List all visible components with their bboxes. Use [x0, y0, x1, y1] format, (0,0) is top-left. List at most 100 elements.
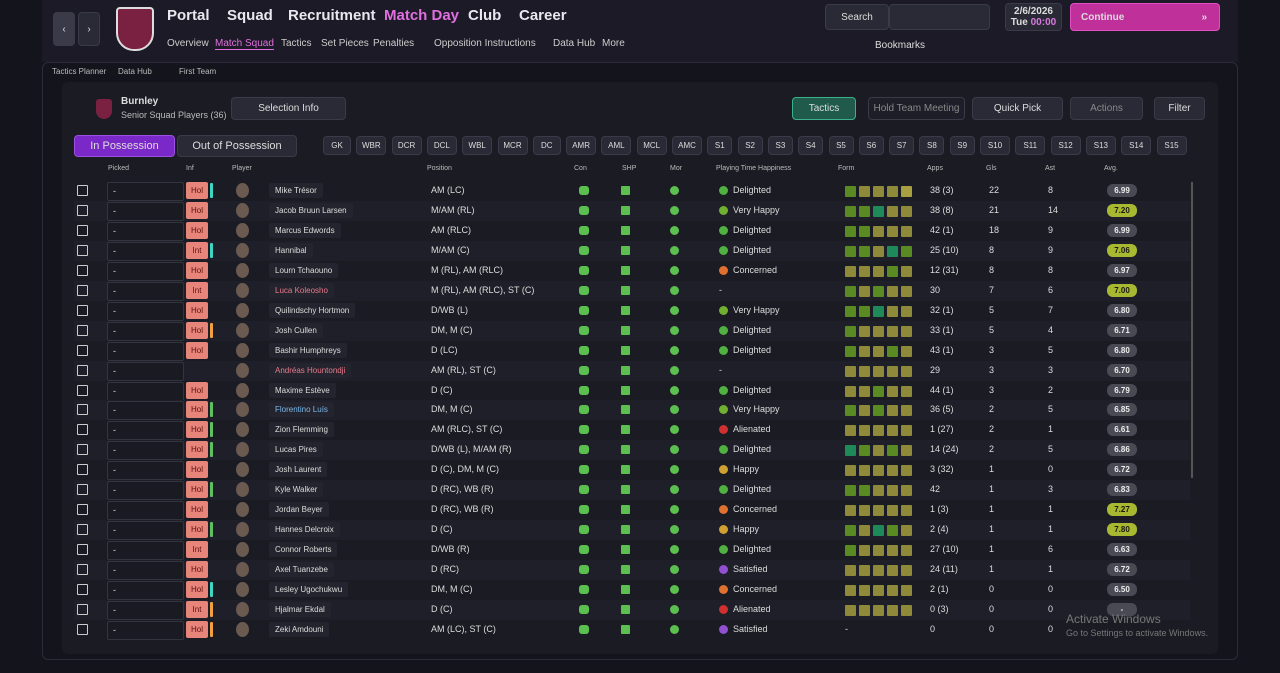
player-name-box[interactable]: Hjalmar Ekdal — [269, 601, 331, 617]
actions[interactable]: Actions — [1070, 97, 1143, 120]
sub-nav-item[interactable]: Opposition Instructions — [434, 38, 536, 49]
picked-select[interactable]: - — [107, 182, 184, 201]
picked-select[interactable]: - — [107, 561, 184, 581]
nav-item[interactable]: Portal — [167, 7, 210, 24]
position-button[interactable]: S6 — [858, 136, 884, 155]
picked-select[interactable]: - — [107, 401, 184, 421]
player-name-box[interactable]: Quilindschy Hortmon — [269, 302, 356, 318]
position-button[interactable]: DC — [532, 136, 561, 155]
selection-info[interactable]: Selection Info — [231, 97, 346, 120]
position-button[interactable]: S3 — [767, 136, 793, 155]
sub-nav-item[interactable]: Tactics — [281, 38, 312, 49]
picked-select[interactable]: - — [107, 481, 184, 501]
picked-select[interactable]: - — [107, 381, 184, 401]
position-button[interactable]: WBL — [462, 136, 493, 155]
breadcrumb[interactable]: Data Hub — [118, 67, 152, 76]
player-name-box[interactable]: Andréas Hountondji — [269, 362, 352, 378]
squad-row[interactable]: - Hol Zion Flemming AM (RLC), ST (C) Alienat… — [74, 420, 1190, 441]
picked-select[interactable]: - — [107, 301, 184, 321]
continue-button[interactable]: Continue» — [1070, 3, 1220, 31]
squad-row[interactable]: - Int Luca Koleosho M (RL), AM (RLC), ST (C… — [74, 280, 1190, 301]
picked-select[interactable]: - — [107, 281, 184, 301]
picked-select[interactable]: - — [107, 221, 184, 241]
player-name-box[interactable]: Lucas Pires — [269, 442, 323, 458]
squad-row[interactable]: - Int Hjalmar Ekdal D (C) Alienated 0 (3) 0 0 - — [74, 599, 1190, 620]
tab-in-possession[interactable]: In Possession — [74, 135, 175, 157]
squad-row[interactable]: - Hol Bashir Humphreys D (LC) Delighted 43 (1… — [74, 340, 1190, 361]
search-button[interactable]: Search — [825, 4, 889, 30]
sub-nav-item[interactable]: Overview — [167, 38, 209, 49]
player-name-box[interactable]: Luca Koleosho — [269, 282, 334, 298]
position-button[interactable]: DCR — [391, 136, 422, 155]
nav-item[interactable]: Club — [468, 7, 502, 24]
picked-select[interactable]: - — [107, 501, 184, 521]
position-button[interactable]: S13 — [1085, 136, 1116, 155]
tactics-button[interactable]: Tactics — [792, 97, 856, 120]
player-name-box[interactable]: Jordan Beyer — [269, 502, 329, 518]
squad-row[interactable]: - Hol Marcus Edwords AM (RLC) Delighted 42 (1… — [74, 220, 1190, 241]
picked-select[interactable]: - — [107, 361, 184, 381]
bookmarks[interactable]: Bookmarks — [875, 40, 926, 51]
back-button[interactable]: ‹ — [53, 12, 75, 46]
sub-nav-item[interactable]: More — [602, 38, 625, 49]
position-button[interactable]: AMC — [672, 136, 702, 155]
position-button[interactable]: S14 — [1121, 136, 1152, 155]
nav-item[interactable]: Match Day — [384, 7, 460, 24]
squad-row[interactable]: - Hol Axel Tuanzebe D (RC) Satisfied 24 (11) 1… — [74, 560, 1190, 581]
position-button[interactable]: S5 — [828, 136, 854, 155]
breadcrumb[interactable]: First Team — [179, 67, 217, 76]
picked-select[interactable]: - — [107, 321, 184, 341]
nav-item[interactable]: Career — [519, 7, 567, 24]
squad-row[interactable]: - Hol Quilindschy Hortmon D/WB (L) Very Happ… — [74, 300, 1190, 321]
tools[interactable] — [889, 4, 990, 30]
player-name-box[interactable]: Kyle Walker — [269, 482, 324, 498]
player-name-box[interactable]: Lourn Tchaouno — [269, 262, 339, 278]
position-button[interactable]: DCL — [426, 136, 457, 155]
player-name-box[interactable]: Hannibal — [269, 242, 313, 258]
squad-row[interactable]: - Hol Kyle Walker D (RC), WB (R) Delighted 42… — [74, 480, 1190, 501]
position-button[interactable]: S8 — [919, 136, 945, 155]
picked-select[interactable]: - — [107, 241, 184, 261]
breadcrumb[interactable]: Tactics Planner — [52, 67, 107, 76]
picked-select[interactable]: - — [107, 201, 184, 221]
squad-row[interactable]: - Hol Jacob Bruun Larsen M/AM (RL) Very Happ… — [74, 200, 1190, 221]
player-name-box[interactable]: Zion Flemming — [269, 422, 334, 438]
squad-row[interactable]: - Hol Maxime Estève D (C) Delighted 44 (1) 3 2 6… — [74, 380, 1190, 401]
squad-row[interactable]: - Hol Josh Laurent D (C), DM, M (C) Happy 3 (… — [74, 460, 1190, 481]
nav-item[interactable]: Recruitment — [288, 7, 376, 24]
nav-item[interactable]: Squad — [227, 7, 273, 24]
forward-button[interactable]: › — [78, 12, 100, 46]
player-name-box[interactable]: Jacob Bruun Larsen — [269, 202, 353, 218]
squad-row[interactable]: - Hol Lucas Pires D/WB (L), M/AM (R) Delight… — [74, 440, 1190, 461]
picked-select[interactable]: - — [107, 421, 184, 441]
squad-row[interactable]: - Int Hannibal M/AM (C) Delighted 25 (10) 8 9 7.… — [74, 240, 1190, 261]
sub-nav-item[interactable]: Set Pieces — [321, 38, 369, 49]
player-name-box[interactable]: Connor Roberts — [269, 542, 338, 558]
position-button[interactable]: S7 — [889, 136, 915, 155]
squad-row[interactable]: - Hol Hannes Delcroix D (C) Happy 2 (4) 1 1 7.80 — [74, 520, 1190, 541]
position-button[interactable]: S11 — [1015, 136, 1046, 155]
picked-select[interactable]: - — [107, 461, 184, 481]
tab-out-possession[interactable]: Out of Possession — [177, 135, 297, 157]
squad-row[interactable]: - Hol Lourn Tchaouno M (RL), AM (RLC) Concer… — [74, 260, 1190, 281]
sub-nav-item[interactable]: Data Hub — [553, 38, 596, 49]
player-name-box[interactable]: Zeki Amdouni — [269, 621, 330, 637]
picked-select[interactable]: - — [107, 600, 184, 620]
player-name-box[interactable]: Josh Cullen — [269, 322, 323, 338]
picked-select[interactable]: - — [107, 521, 184, 541]
picked-select[interactable]: - — [107, 581, 184, 600]
position-button[interactable]: S4 — [798, 136, 824, 155]
picked-select[interactable]: - — [107, 620, 184, 640]
player-name-box[interactable]: Marcus Edwords — [269, 222, 341, 238]
squad-row[interactable]: - Hol Lesley Ugochukwu DM, M (C) Concerned 2 … — [74, 580, 1190, 600]
position-button[interactable]: GK — [323, 136, 351, 155]
squad-row[interactable]: - Hol Zeki Amdouni AM (LC), ST (C) Satisfied… — [74, 619, 1190, 640]
position-button[interactable]: S1 — [707, 136, 733, 155]
position-button[interactable]: S2 — [737, 136, 763, 155]
squad-row[interactable]: - Int Connor Roberts D/WB (R) Delighted 27 (1… — [74, 540, 1190, 561]
player-name-box[interactable]: Mike Trésor — [269, 183, 323, 198]
player-name-box[interactable]: Josh Laurent — [269, 462, 328, 478]
sub-nav-item[interactable]: Penalties — [373, 38, 415, 49]
squad-row[interactable]: - Hol Jordan Beyer D (RC), WB (R) Concerned 1… — [74, 500, 1190, 521]
player-name-box[interactable]: Bashir Humphreys — [269, 342, 347, 358]
